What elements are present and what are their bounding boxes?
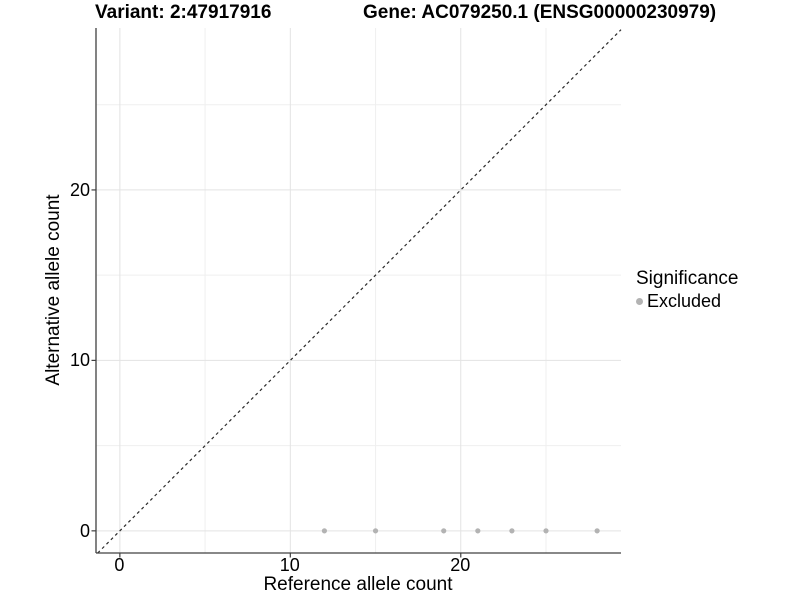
x-tick-label: 0 xyxy=(114,555,125,575)
legend-entry-label: Excluded xyxy=(647,291,722,311)
variant-title: Variant: 2:47917916 xyxy=(95,2,272,23)
legend: Significance Excluded xyxy=(636,268,738,311)
data-point xyxy=(542,528,549,534)
plot-panel xyxy=(91,28,621,558)
excluded-point-icon xyxy=(636,297,643,305)
data-point xyxy=(508,528,515,534)
x-tick-label: 10 xyxy=(279,555,300,575)
data-point xyxy=(321,528,327,534)
data-point xyxy=(594,528,600,534)
identity-line xyxy=(96,29,621,554)
y-tick-label: 20 xyxy=(69,179,90,200)
y-tick-label: 10 xyxy=(69,350,90,371)
x-axis-title: Reference allele count xyxy=(263,574,453,595)
data-point xyxy=(474,528,480,534)
gene-title: Gene: AC079250.1 (ENSG00000230979) xyxy=(363,2,717,23)
legend-title: Significance xyxy=(636,268,739,289)
legend-entry-excluded: Excluded xyxy=(636,291,738,311)
data-point xyxy=(372,528,378,534)
y-tick-label: 0 xyxy=(79,520,90,541)
x-tick-label: 20 xyxy=(450,555,471,575)
data-point xyxy=(440,528,446,534)
